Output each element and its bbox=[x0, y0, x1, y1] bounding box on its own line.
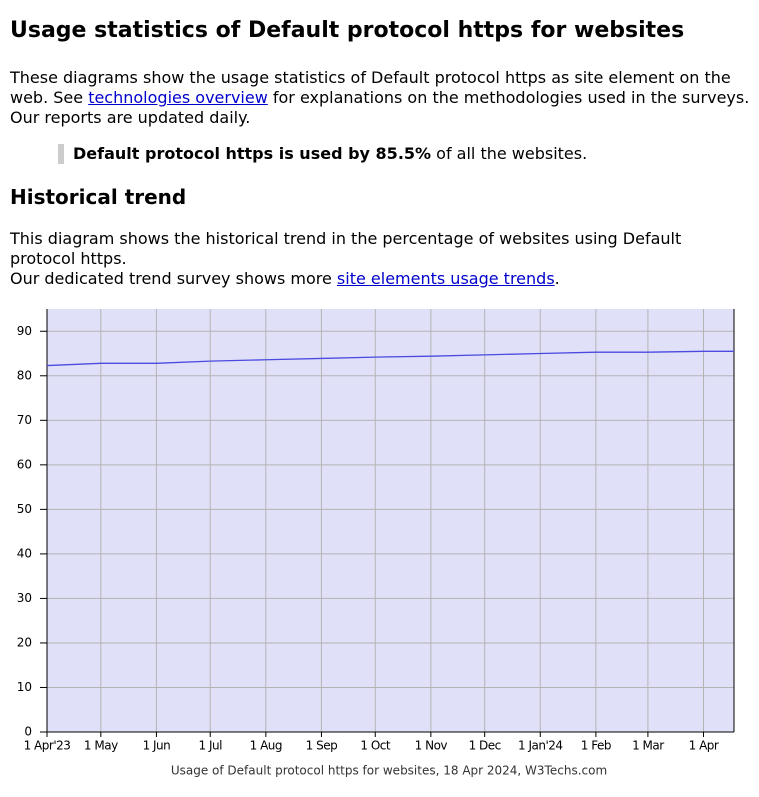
x-tick-label: 1 May bbox=[84, 739, 118, 753]
text: Default protocol https is used by 85.5% bbox=[73, 144, 432, 163]
x-tick-label: 1 Mar bbox=[632, 739, 664, 753]
link[interactable]: technologies overview bbox=[88, 88, 268, 107]
x-tick-label: 1 Dec bbox=[469, 739, 501, 753]
text: These diagrams show the usage statistics… bbox=[10, 68, 731, 107]
x-tick-label: 1 Jul bbox=[199, 739, 223, 753]
x-tick-label: 1 Apr'23 bbox=[24, 739, 71, 753]
x-tick-label: 1 Jan'24 bbox=[518, 739, 563, 753]
y-tick-label: 50 bbox=[17, 502, 32, 516]
x-tick-label: 1 Aug bbox=[250, 739, 282, 753]
x-tick-label: 1 Oct bbox=[360, 739, 390, 753]
y-tick-label: 10 bbox=[17, 680, 32, 694]
plot-area bbox=[47, 309, 734, 732]
text: of all the websites. bbox=[431, 144, 588, 163]
text: Our dedicated trend survey shows more bbox=[10, 269, 337, 288]
x-tick-label: 1 Jun bbox=[143, 739, 171, 753]
highlight: Default protocol https is used by 85.5% … bbox=[58, 144, 723, 164]
text: This diagram shows the historical trend … bbox=[10, 229, 682, 268]
y-tick-label: 70 bbox=[17, 413, 32, 427]
trend-link-line: Our dedicated trend survey shows more si… bbox=[10, 269, 750, 289]
x-tick-label: 1 Nov bbox=[415, 739, 448, 753]
line bbox=[46, 350, 734, 367]
y-tick-label: 0 bbox=[24, 725, 32, 739]
chart-caption: Usage of Default protocol https for webs… bbox=[171, 764, 607, 778]
intro: These diagrams show the usage statistics… bbox=[10, 68, 750, 128]
section-title: Historical trend bbox=[10, 185, 187, 209]
y-tick-label: 20 bbox=[17, 635, 32, 649]
y-tick-label: 40 bbox=[17, 546, 32, 560]
text: for explanations on the methodologies us… bbox=[10, 88, 750, 127]
y-tick-label: 90 bbox=[17, 324, 32, 338]
text: . bbox=[554, 269, 560, 288]
page-title: Usage statistics of Default protocol htt… bbox=[10, 18, 685, 43]
x-tick-label: 1 Sep bbox=[306, 739, 338, 753]
y-tick-label: 80 bbox=[17, 368, 32, 382]
link[interactable]: site elements usage trends bbox=[336, 269, 555, 288]
x-tick-label: 1 Apr bbox=[689, 739, 719, 753]
x-tick-label: 1 Feb bbox=[581, 739, 611, 753]
y-tick-label: 30 bbox=[17, 591, 32, 605]
y-tick-label: 60 bbox=[17, 457, 32, 471]
